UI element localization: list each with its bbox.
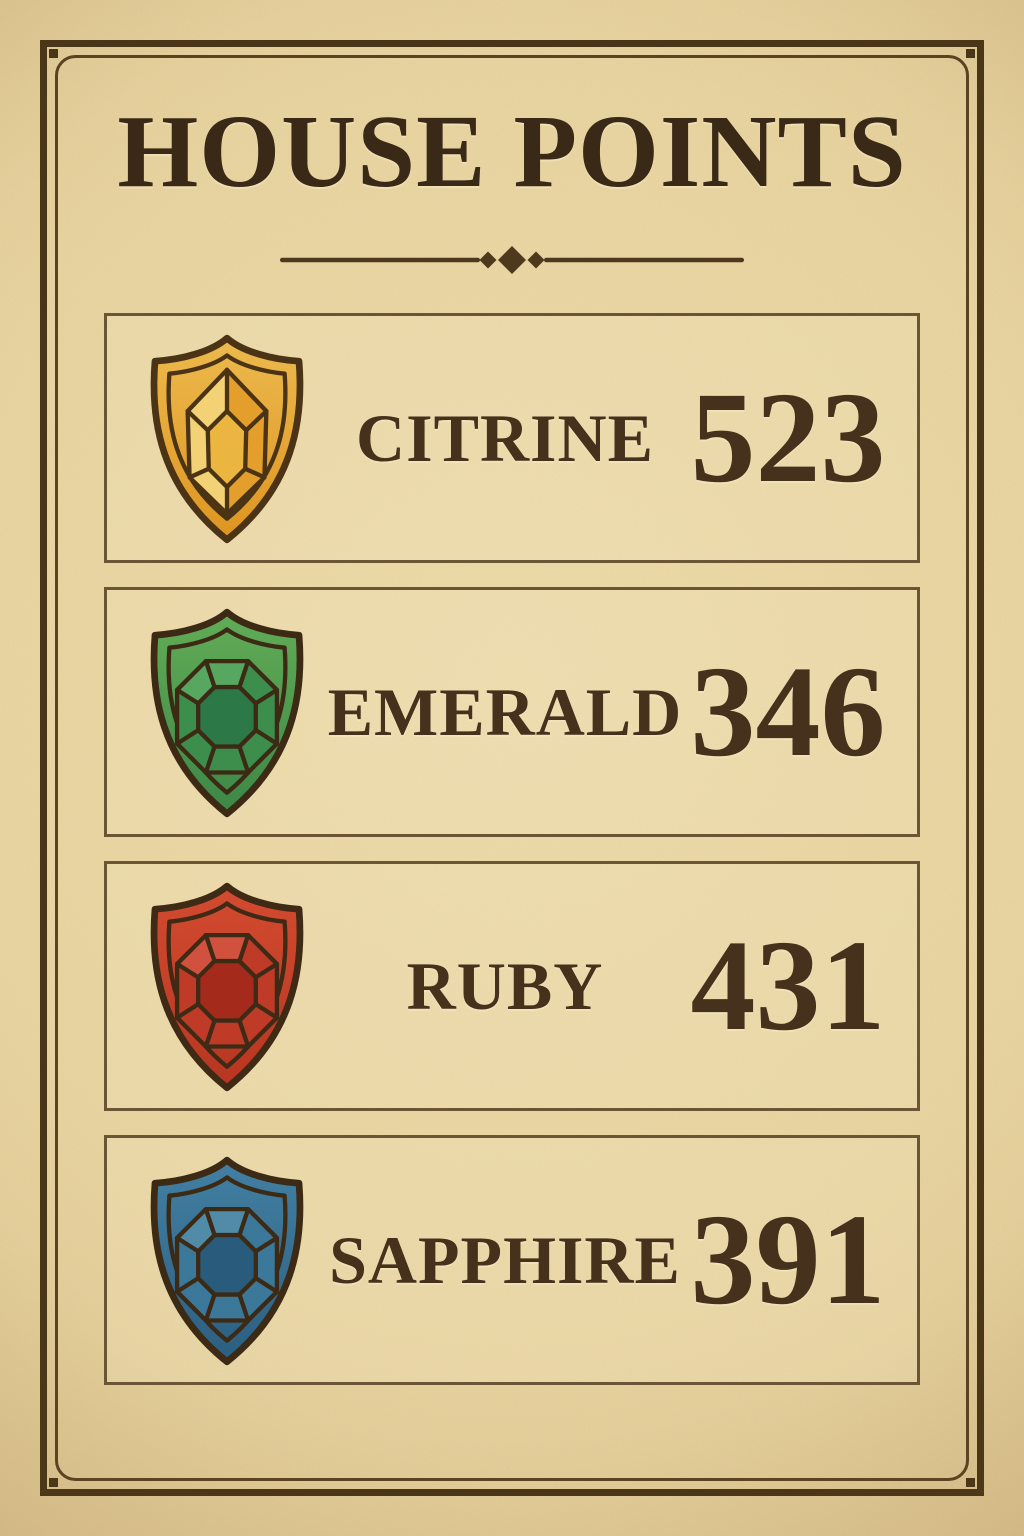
house-rows: CITRINE 523 bbox=[104, 313, 920, 1385]
house-points-value: 523 bbox=[690, 366, 886, 510]
sapphire-gem bbox=[174, 1206, 280, 1323]
title-divider bbox=[280, 246, 744, 274]
house-points-value: 431 bbox=[690, 914, 886, 1058]
house-points-value: 391 bbox=[690, 1188, 886, 1332]
sapphire-shield-icon bbox=[131, 1147, 323, 1373]
house-row-sapphire: SAPPHIRE 391 bbox=[104, 1135, 920, 1385]
citrine-shield-icon bbox=[131, 325, 323, 551]
emerald-shield-icon bbox=[131, 599, 323, 825]
ruby-gem bbox=[174, 932, 280, 1049]
ruby-shield-icon bbox=[131, 873, 323, 1099]
house-row-ruby: RUBY 431 bbox=[104, 861, 920, 1111]
house-row-emerald: EMERALD 346 bbox=[104, 587, 920, 837]
page-title: HOUSE POINTS bbox=[117, 94, 907, 209]
house-name: EMERALD bbox=[327, 673, 683, 750]
emerald-gem bbox=[174, 658, 280, 775]
house-points-value: 346 bbox=[690, 640, 886, 784]
house-name: RUBY bbox=[406, 947, 604, 1024]
house-row-citrine: CITRINE 523 bbox=[104, 313, 920, 563]
house-name: CITRINE bbox=[356, 399, 654, 476]
house-name: SAPPHIRE bbox=[329, 1221, 681, 1298]
